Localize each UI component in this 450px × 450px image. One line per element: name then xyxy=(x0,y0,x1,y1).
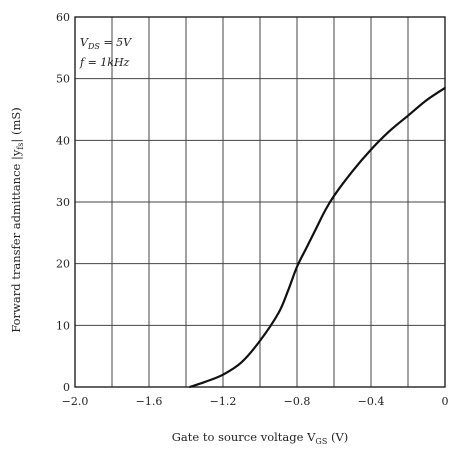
x-tick-label: −1.6 xyxy=(136,395,163,408)
data-point xyxy=(407,114,409,117)
plot-frame xyxy=(74,16,446,388)
data-point xyxy=(240,361,243,364)
x-tick-label: −0.8 xyxy=(284,395,311,408)
y-axis-label: Forward transfer admittance |yfs| (mS) xyxy=(9,107,25,332)
y-tick-label: 20 xyxy=(56,258,70,271)
data-point xyxy=(333,195,335,197)
series-curves xyxy=(188,87,446,389)
tick-labels: −2.0 −1.6 −1.2 −0.8 −0.4 0 0 10 20 30 40 50 60 xyxy=(56,11,449,408)
y-tick-label: 40 xyxy=(56,134,70,147)
x-tick-label: −2.0 xyxy=(62,395,89,408)
data-point xyxy=(370,148,372,151)
data-point xyxy=(305,247,308,250)
data-point xyxy=(323,210,326,213)
condition-vds: VDS = 5V xyxy=(80,36,132,51)
y-tick-label: 10 xyxy=(56,319,70,332)
x-tick-label: −1.2 xyxy=(210,395,237,408)
data-point xyxy=(277,312,280,314)
data-point xyxy=(222,373,224,376)
y-tick-label: 50 xyxy=(56,73,70,86)
x-tick-label: −0.4 xyxy=(358,395,385,408)
x-axis-label: Gate to source voltage VGS (V) xyxy=(172,430,348,446)
x-tick-label: 0 xyxy=(442,395,449,408)
y-tick-label: 30 xyxy=(56,196,70,209)
data-point xyxy=(188,386,191,388)
data-point xyxy=(296,265,298,268)
data-point xyxy=(425,99,428,102)
data-point xyxy=(351,170,354,172)
data-point xyxy=(259,339,261,342)
data-point xyxy=(388,130,391,132)
data-point xyxy=(203,381,206,383)
y-tick-label: 60 xyxy=(56,11,70,24)
data-point xyxy=(286,290,289,293)
data-point xyxy=(314,228,317,231)
condition-frequency: f = 1kHz xyxy=(79,56,130,69)
series-line xyxy=(189,87,446,389)
data-point xyxy=(444,87,446,89)
y-tick-label: 0 xyxy=(63,381,70,394)
